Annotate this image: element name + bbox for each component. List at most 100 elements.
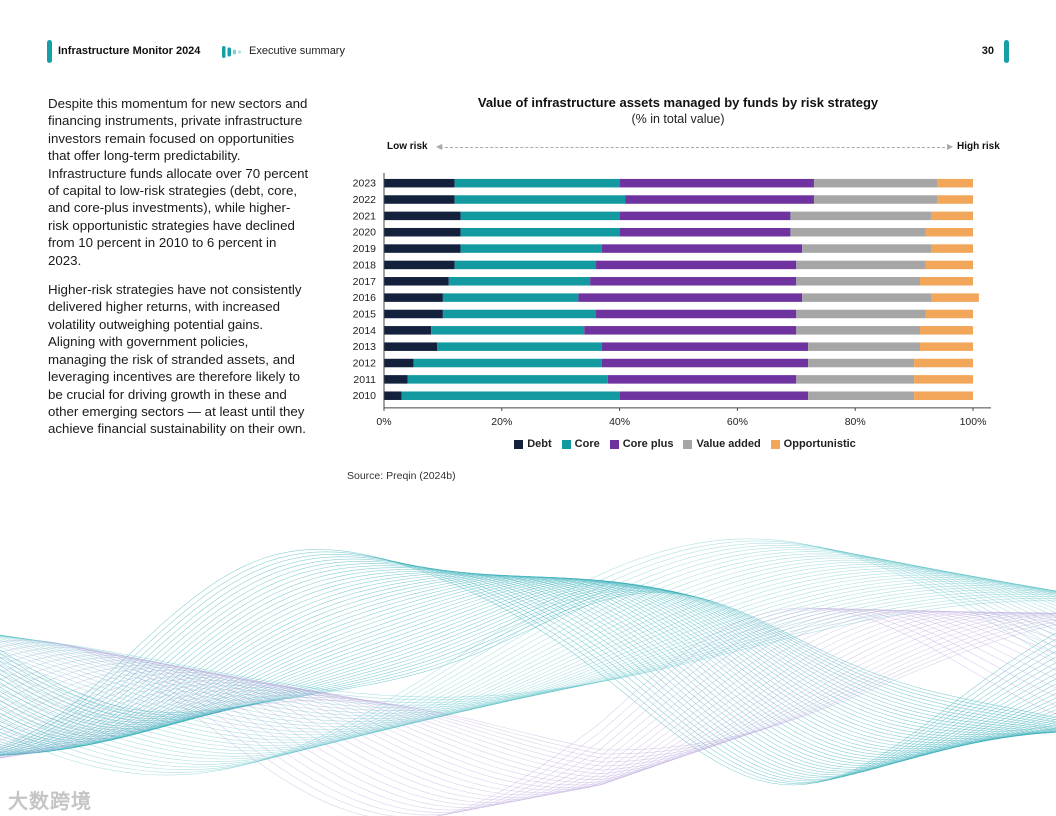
bar-segment-core-plus — [619, 391, 809, 400]
x-tick-label: 0% — [376, 416, 391, 428]
bar-segment-core-plus — [619, 178, 814, 188]
bar-segment-debt — [384, 391, 402, 400]
y-tick-label: 2010 — [353, 390, 377, 402]
left-arrow-icon: ◀ — [436, 142, 443, 151]
bar-segment-debt — [384, 244, 461, 253]
legend-label: Opportunistic — [783, 438, 856, 450]
legend-label: Core plus — [622, 438, 674, 450]
y-tick-label: 2017 — [353, 276, 377, 288]
bar-segment-opportunistic — [919, 342, 973, 351]
legend-swatch — [561, 439, 571, 449]
legend-label: Core — [574, 438, 600, 450]
header-accent-bar-right — [1004, 40, 1009, 63]
bar-segment-core-plus — [619, 227, 791, 237]
bar-segment-debt — [384, 277, 449, 286]
body-paragraph: Higher-risk strategies have not consiste… — [48, 282, 306, 437]
y-tick-label: 2015 — [353, 308, 377, 320]
bar-segment-value-added — [808, 391, 915, 400]
chart-subtitle: (% in total value) — [631, 112, 725, 126]
bar-segment-opportunistic — [919, 326, 973, 335]
bar-segment-value-added — [790, 227, 926, 237]
bar-segment-opportunistic — [931, 211, 973, 221]
chart-title: Value of infrastructure assets managed b… — [477, 95, 879, 110]
report-title: Infrastructure Monitor 2024 — [58, 45, 201, 57]
bar-segment-debt — [384, 375, 408, 384]
x-tick-label: 20% — [491, 416, 512, 428]
bar-segment-debt — [384, 358, 414, 368]
bar-segment-core-plus — [601, 358, 809, 368]
bar-segment-opportunistic — [931, 293, 979, 302]
bar-segment-opportunistic — [914, 358, 973, 368]
bar-segment-debt — [384, 260, 455, 270]
watermark-logo: 大数跨境 — [8, 785, 92, 814]
bar-segment-core — [431, 326, 585, 335]
y-tick-label: 2023 — [353, 178, 377, 190]
bar-segment-value-added — [808, 342, 920, 351]
bar-segment-core — [454, 178, 620, 188]
x-tick-label: 100% — [960, 416, 987, 428]
bar-segment-core — [442, 309, 597, 319]
y-tick-label: 2018 — [353, 259, 377, 271]
bar-segment-opportunistic — [937, 195, 973, 204]
bar-segment-debt — [384, 342, 438, 351]
header-accent-bar-left — [47, 40, 52, 63]
y-tick-label: 2013 — [353, 341, 377, 353]
legend-item: Value added — [683, 438, 761, 450]
x-tick-label: 60% — [727, 416, 748, 428]
bar-segment-opportunistic — [937, 178, 973, 188]
y-tick-label: 2022 — [353, 194, 377, 206]
bar-segment-core-plus — [601, 342, 809, 351]
bar-segment-core — [460, 244, 602, 253]
bar-segment-debt — [384, 211, 461, 221]
legend-swatch — [609, 439, 619, 449]
stacked-bar-chart: 2023 2022 2021 2020 2019 2018 2017 2016 2015 2014… — [353, 173, 991, 428]
high-risk-label: High risk — [957, 141, 1000, 152]
bar-segment-debt — [384, 293, 443, 302]
y-tick-label: 2012 — [353, 358, 377, 370]
watermark-text: 大数跨境 — [8, 791, 92, 813]
bar-segment-opportunistic — [919, 277, 973, 286]
bar-segment-core-plus — [607, 375, 797, 384]
bar-segment-core — [442, 293, 579, 302]
bar-segment-opportunistic — [925, 309, 973, 319]
bar-segment-value-added — [796, 326, 920, 335]
x-tick-label: 40% — [609, 416, 630, 428]
bar-segment-core — [448, 277, 591, 286]
risk-scale-line — [440, 147, 950, 148]
page-number: 30 — [981, 45, 994, 57]
chart-source: Source: Preqin (2024b) — [347, 470, 456, 482]
bar-segment-value-added — [802, 244, 932, 253]
bar-segment-opportunistic — [925, 227, 973, 237]
y-tick-label: 2020 — [353, 227, 377, 239]
y-tick-label: 2011 — [353, 374, 376, 386]
body-text: Despite this momentum for new sectors an… — [48, 95, 310, 450]
bar-segment-value-added — [796, 277, 920, 286]
x-tick-label: 80% — [845, 416, 866, 428]
bar-segment-value-added — [796, 309, 926, 319]
legend-item: Debt — [514, 438, 552, 450]
bar-segment-value-added — [808, 358, 915, 368]
bar-segment-core — [460, 227, 620, 237]
bar-segment-core-plus — [590, 277, 797, 286]
bar-segment-core — [437, 342, 602, 351]
bar-segment-value-added — [790, 211, 932, 221]
bar-segment-debt — [384, 195, 455, 204]
bar-segment-core-plus — [601, 244, 803, 253]
bar-segment-core-plus — [584, 326, 797, 335]
bar-segment-core — [454, 195, 626, 204]
bar-segment-value-added — [796, 375, 915, 384]
bar-segment-debt — [384, 309, 443, 319]
bar-segment-debt — [384, 227, 461, 237]
right-arrow-icon: ▶ — [947, 142, 954, 151]
legend-item: Opportunistic — [770, 438, 856, 450]
legend-swatch — [770, 439, 780, 449]
bar-segment-core-plus — [596, 309, 797, 319]
bar-segment-opportunistic — [914, 391, 973, 400]
low-risk-label: Low risk — [387, 141, 428, 152]
brand-icon — [222, 46, 242, 58]
bar-segment-value-added — [813, 195, 938, 204]
chart-legend: Debt Core Core plus Value added Opportunisti… — [340, 438, 1030, 450]
bar-segment-core — [413, 358, 602, 368]
bar-segment-debt — [384, 178, 455, 188]
body-paragraph: Despite this momentum for new sectors an… — [48, 96, 309, 268]
